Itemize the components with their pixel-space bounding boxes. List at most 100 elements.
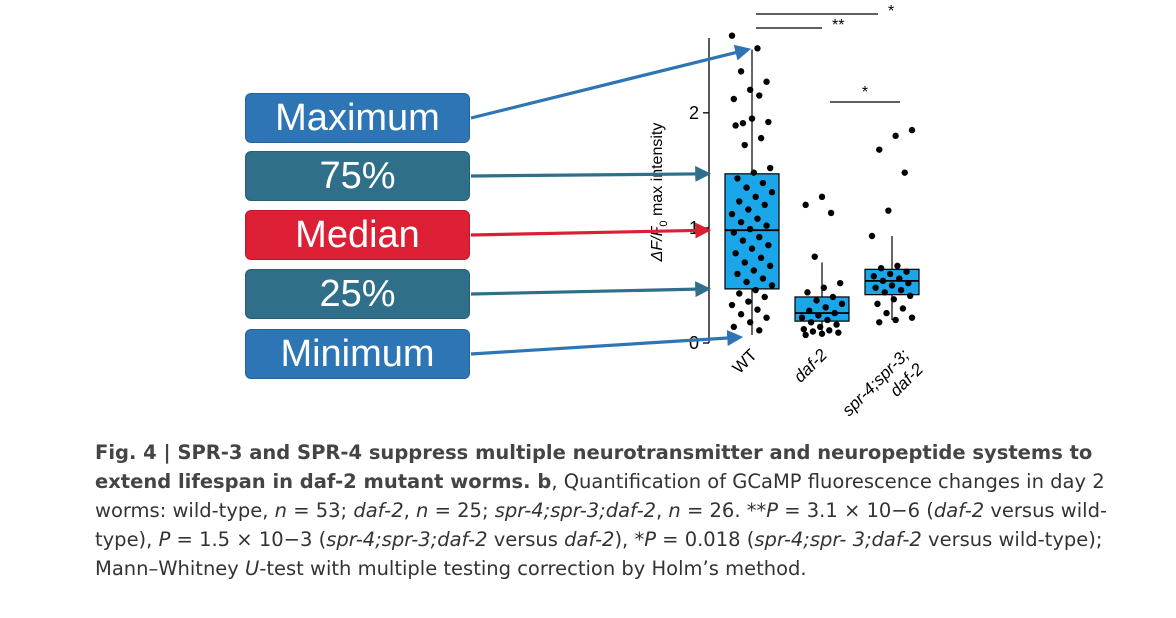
data-point [757,134,765,142]
data-point [877,264,885,272]
data-point [908,126,916,134]
caption-run: , [403,499,417,522]
data-point [754,215,761,222]
data-point [754,45,761,52]
data-point [806,307,813,314]
data-point [756,327,763,334]
y-tick-label: 1 [689,218,699,238]
data-point [757,254,765,262]
data-point [748,245,756,252]
data-point [829,293,837,301]
data-point [732,250,739,257]
data-point [752,286,759,294]
data-point [874,300,881,308]
data-point [892,316,899,324]
data-point [824,316,831,324]
data-point [730,229,738,236]
data-point [838,300,846,308]
data-point [766,262,774,270]
caption-run: spr-4;spr- 3;daf-2 [754,528,922,551]
x-category-label: daf-2 [790,345,831,386]
y-axis-label-main: ΔF/F [649,225,666,262]
data-point [890,296,898,303]
caption-run: P [158,528,171,551]
data-point [756,92,763,99]
data-point [768,189,776,196]
caption-run: n [668,499,681,522]
legend-q1-label: 25% [319,273,396,315]
data-point [763,78,770,85]
legend-min-label: Minimum [280,333,435,375]
caption-run: daf-2 [564,528,615,551]
data-point [897,286,905,294]
data-point [870,273,878,280]
data-point [908,314,916,321]
data-point [765,241,772,249]
data-point [876,319,883,326]
arrow-q3 [470,165,712,182]
legend-max-box: Maximum [245,93,470,143]
data-point [737,218,745,226]
x-category-label: WT [729,345,761,377]
arrow-median [470,222,712,239]
x-category-line: daf-2 [790,345,831,386]
data-point [903,268,910,275]
caption-run: , [656,499,669,522]
y-tick-label: 2 [689,103,699,123]
data-point [759,275,767,282]
caption-run: versus [487,528,565,551]
data-point [818,330,826,337]
data-point [816,323,824,331]
data-point [872,284,879,291]
caption-run: U [245,557,260,580]
caption-run: spr-4;spr-3;daf-2 [494,499,657,522]
data-point [752,193,759,201]
data-point [822,304,829,311]
data-point [741,141,748,149]
caption-fig-label: Fig. 4 | [95,441,178,464]
caption-run: daf-2 [933,499,985,522]
legend-max-label: Maximum [275,97,440,139]
data-point [728,301,736,309]
data-point [807,319,815,326]
data-point [754,306,761,313]
data-point [748,115,756,122]
caption-run: -test with multiple testing correction b… [259,557,807,580]
figure-caption: Fig. 4 | SPR-3 and SPR-4 suppress multip… [95,438,1125,583]
caption-body: , Quantification of GCaMP fluorescence c… [95,470,1107,580]
x-category-line: WT [729,345,761,377]
data-point [756,233,763,241]
data-point [737,68,745,75]
y-axis-label-subscript: 0 [658,220,670,226]
caption-run: = 0.018 ( [655,528,755,551]
data-point [768,282,776,289]
data-point [743,278,750,286]
legend-median-label: Median [295,214,420,256]
data-point [745,206,752,213]
y-axis-label: ΔF/F0 max intensity [649,123,670,263]
arrow-min [470,330,744,356]
caption-run: , Quantification of GCaMP fluorescence c… [95,470,1105,522]
x-category-label: spr-4;spr-3;daf-2 [838,345,927,430]
data-point [761,201,768,209]
arrow-q1 [470,281,712,298]
data-point [811,253,818,260]
caption-run: ), * [614,528,645,551]
caption-title: SPR-3 and SPR-4 suppress multiple neurot… [95,441,1093,493]
caption-run: P [766,499,778,522]
data-point [761,293,768,301]
data-point [736,198,743,205]
caption-run: daf-2 [353,499,404,522]
data-point [798,314,806,321]
data-point [906,292,914,300]
data-point [879,277,887,285]
data-point [732,122,739,129]
legend-median-box: Median [245,210,470,260]
significance-label: * [862,84,868,101]
data-point [763,222,770,229]
data-point [728,210,736,218]
data-point [766,164,774,172]
data-point [809,328,817,335]
data-point [905,279,912,287]
caption-panel-label: . b [523,470,552,493]
